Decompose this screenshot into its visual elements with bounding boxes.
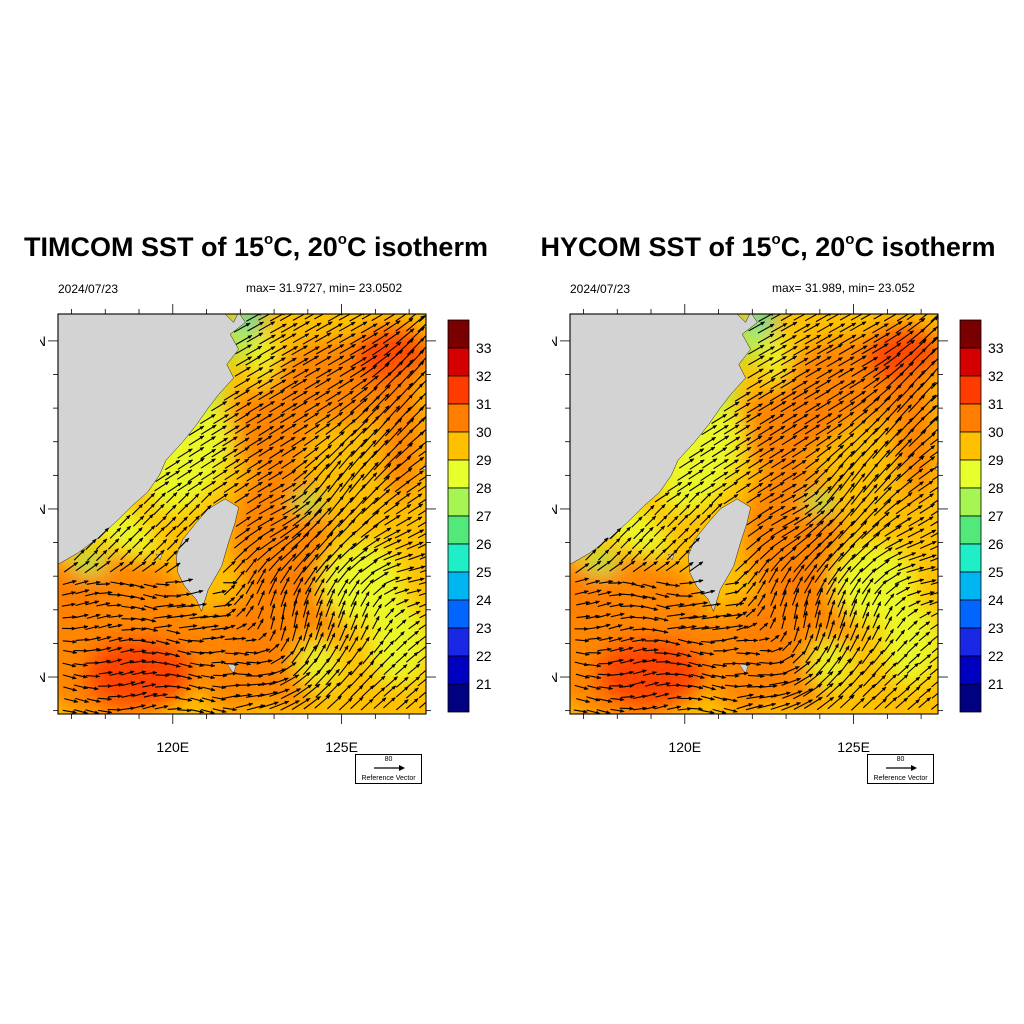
colorbar-swatch (959, 543, 982, 573)
hycom-map: 30N 25N 20N 120E 125E (552, 304, 948, 755)
hycom-panel: HYCOM SST of 15oC, 20oC isotherm 2024/07… (512, 0, 1024, 1024)
colorbar-label: 33 (476, 340, 492, 356)
colorbar-label: 32 (988, 368, 1004, 384)
colorbar-swatch (447, 683, 470, 713)
colorbar-swatch (959, 599, 982, 629)
colorbar-label: 27 (476, 508, 492, 524)
colorbar-swatch (447, 347, 470, 377)
colorbar-label: 21 (476, 676, 492, 692)
colorbar-label: 22 (988, 648, 1004, 664)
lon-tick-label: 120E (156, 739, 189, 755)
colorbar-label: 30 (988, 424, 1004, 440)
colorbar-swatch (447, 375, 470, 405)
colorbar-label: 31 (476, 396, 492, 412)
colorbar-swatch (447, 627, 470, 657)
colorbar-label: 33 (988, 340, 1004, 356)
colorbar-swatch (959, 571, 982, 601)
colorbar-label: 28 (476, 480, 492, 496)
colorbar-swatch (959, 627, 982, 657)
colorbar-swatch (447, 655, 470, 685)
timcom-colorbar: 33 32 31 30 29 28 27 26 25 24 23 22 21 (447, 319, 492, 713)
colorbar-swatch (959, 487, 982, 517)
timcom-date: 2024/07/23 (58, 282, 119, 296)
hycom-title: HYCOM SST of 15oC, 20oC isotherm (540, 231, 996, 262)
ref-vector-label: Reference Vector (361, 775, 416, 782)
ref-arrow-icon (374, 765, 405, 771)
ref-vector-label: Reference Vector (873, 775, 928, 782)
colorbar-label: 22 (476, 648, 492, 664)
hycom-reference-vector: 80 Reference Vector (867, 754, 934, 784)
colorbar-label: 32 (476, 368, 492, 384)
lon-tick-label: 125E (837, 739, 870, 755)
colorbar-label: 23 (476, 620, 492, 636)
colorbar-swatch (959, 375, 982, 405)
colorbar-label: 29 (988, 452, 1004, 468)
lat-tick-label: 25N (40, 501, 46, 517)
colorbar-label: 24 (476, 592, 492, 608)
colorbar-swatch (447, 599, 470, 629)
colorbar-label: 24 (988, 592, 1004, 608)
colorbar-swatch (959, 655, 982, 685)
lon-tick-label: 125E (325, 739, 358, 755)
lat-tick-label: 20N (40, 669, 46, 685)
colorbar-label: 26 (988, 536, 1004, 552)
colorbar-swatch (447, 431, 470, 461)
colorbar-label: 21 (988, 676, 1004, 692)
colorbar-swatch (959, 459, 982, 489)
colorbar-swatch (959, 319, 982, 349)
colorbar-label: 23 (988, 620, 1004, 636)
hycom-date: 2024/07/23 (570, 282, 631, 296)
timcom-map: 30N 25N 20N 120E 125E (40, 304, 436, 755)
ref-arrow-icon (886, 765, 917, 771)
colorbar-label: 29 (476, 452, 492, 468)
colorbar-swatch (447, 487, 470, 517)
colorbar-label: 28 (988, 480, 1004, 496)
timcom-reference-vector: 80 Reference Vector (355, 754, 422, 784)
colorbar-swatch (959, 431, 982, 461)
ref-vector-magnitude: 80 (384, 756, 393, 763)
colorbar-label: 30 (476, 424, 492, 440)
timcom-panel: TIMCOM SST of 15oC, 20oC isotherm 2024/0… (24, 231, 492, 784)
hycom-stats: max= 31.989, min= 23.052 (772, 281, 915, 295)
ref-vector-magnitude: 80 (896, 756, 905, 763)
colorbar-swatch (447, 515, 470, 545)
colorbar-label: 27 (988, 508, 1004, 524)
colorbar-swatch (959, 403, 982, 433)
colorbar-swatch (959, 347, 982, 377)
colorbar-swatch (447, 543, 470, 573)
hycom-colorbar: 33 32 31 30 29 28 27 26 25 24 23 22 21 (959, 319, 1004, 713)
colorbar-label: 25 (476, 564, 492, 580)
lat-tick-label: 30N (40, 333, 46, 349)
colorbar-label: 25 (988, 564, 1004, 580)
colorbar-swatch (447, 403, 470, 433)
lat-tick-label: 30N (552, 333, 558, 349)
colorbar-swatch (447, 571, 470, 601)
colorbar-swatch (447, 459, 470, 489)
timcom-stats: max= 31.9727, min= 23.0502 (246, 281, 403, 295)
lon-tick-label: 120E (668, 739, 701, 755)
timcom-title: TIMCOM SST of 15oC, 20oC isotherm (24, 231, 488, 262)
lat-tick-label: 20N (552, 669, 558, 685)
lat-tick-label: 25N (552, 501, 558, 517)
colorbar-swatch (959, 683, 982, 713)
colorbar-swatch (959, 515, 982, 545)
colorbar-label: 31 (988, 396, 1004, 412)
colorbar-label: 26 (476, 536, 492, 552)
colorbar-swatch (447, 319, 470, 349)
